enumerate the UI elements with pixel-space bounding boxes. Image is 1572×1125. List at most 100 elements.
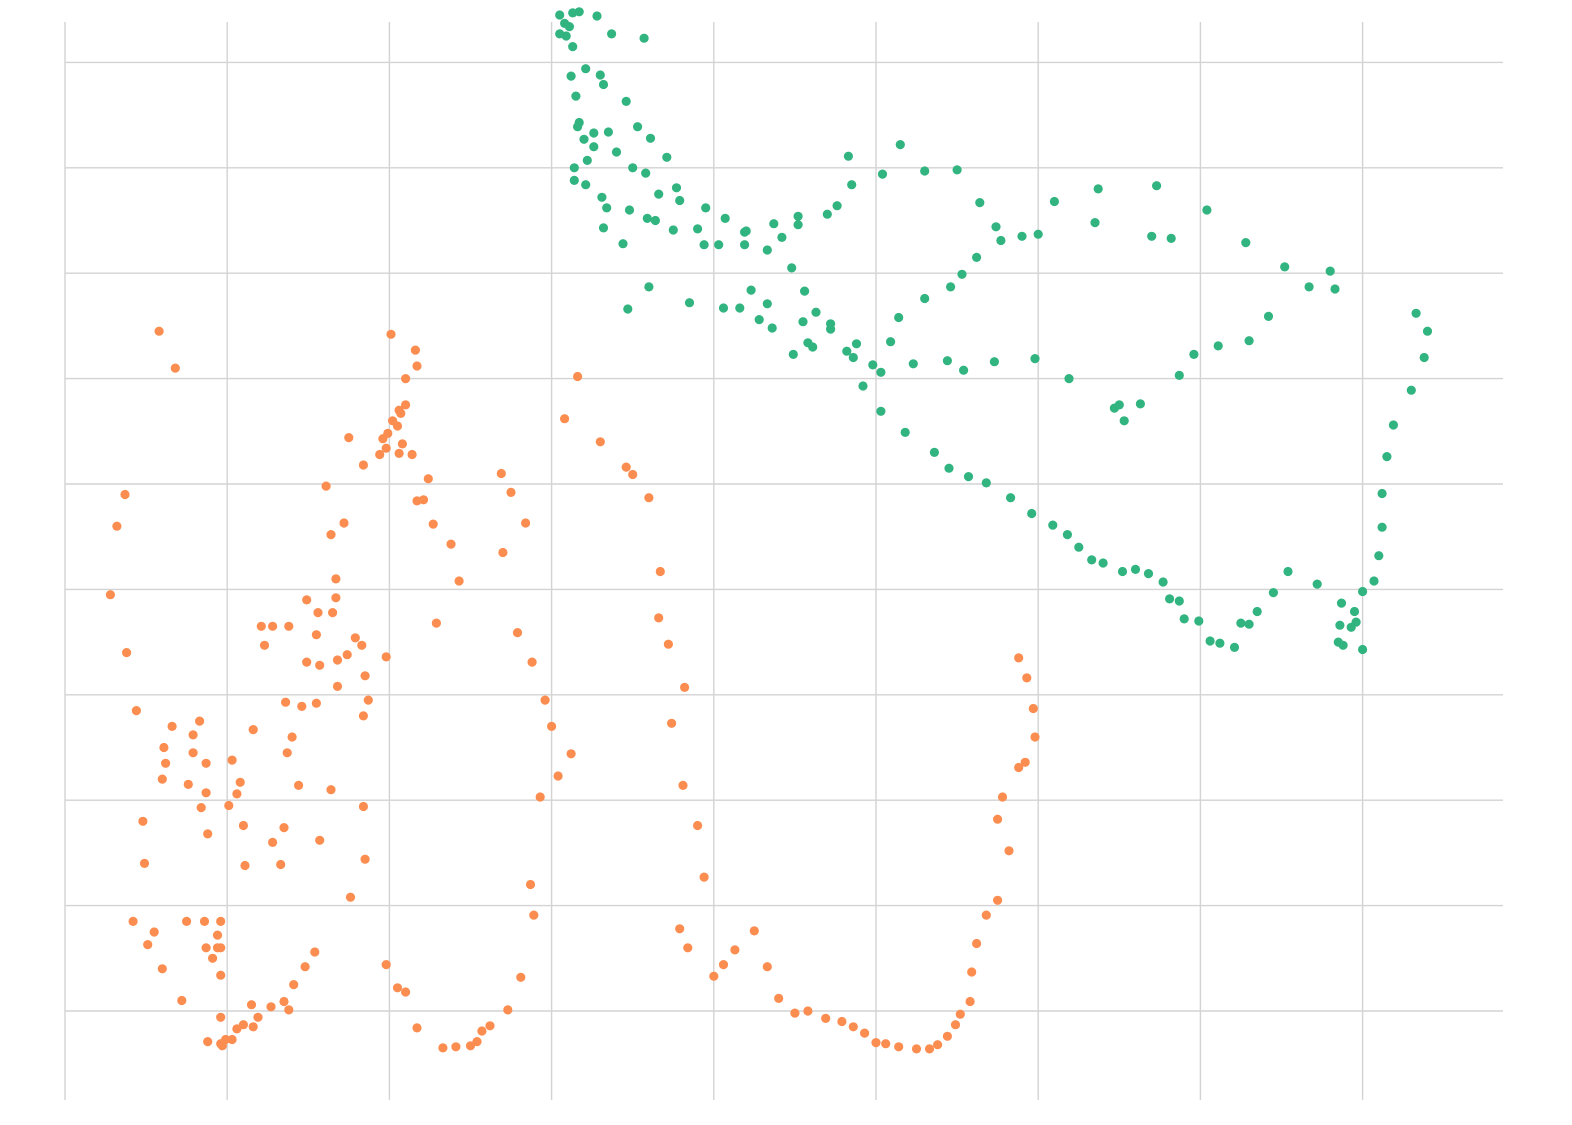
data-point: [199, 916, 210, 927]
data-point: [221, 1034, 231, 1045]
data-point: [339, 518, 349, 528]
data-point: [363, 695, 373, 705]
data-point: [675, 924, 685, 934]
data-point: [188, 730, 198, 740]
data-point: [1020, 757, 1030, 767]
data-point: [832, 201, 842, 211]
data-point: [1377, 522, 1387, 532]
data-point: [276, 859, 286, 870]
data-point: [1087, 555, 1097, 565]
data-point: [1030, 354, 1040, 364]
data-point: [1358, 586, 1368, 597]
data-point: [798, 317, 808, 327]
data-point: [294, 780, 304, 791]
data-point: [143, 940, 153, 950]
data-point: [1049, 196, 1059, 207]
data-point: [1119, 416, 1129, 426]
data-point: [709, 971, 719, 981]
data-point: [803, 1006, 813, 1016]
data-point: [401, 400, 411, 410]
data-point: [1330, 284, 1340, 294]
data-point: [139, 858, 150, 869]
data-point: [201, 788, 211, 798]
data-point: [472, 1037, 482, 1047]
data-point: [767, 323, 777, 333]
data-point: [1130, 564, 1141, 575]
data-point: [868, 360, 878, 370]
data-point: [342, 650, 352, 660]
data-point: [571, 91, 581, 101]
data-point: [952, 165, 962, 175]
data-point: [358, 801, 368, 812]
data-point: [655, 566, 665, 577]
data-point: [1419, 352, 1429, 363]
data-point: [693, 820, 703, 831]
data-point: [573, 371, 583, 382]
data-point: [407, 449, 417, 460]
data-point: [1280, 262, 1290, 272]
data-point: [506, 487, 516, 497]
data-point: [754, 315, 764, 325]
data-point: [1048, 520, 1058, 530]
data-point: [238, 820, 248, 831]
data-point: [993, 814, 1003, 824]
data-point: [122, 648, 132, 658]
data-point: [446, 539, 456, 549]
data-point: [154, 326, 164, 336]
data-point: [611, 147, 622, 157]
data-point: [1189, 349, 1199, 359]
data-point: [345, 892, 356, 902]
data-point: [957, 269, 967, 279]
data-point: [498, 547, 508, 558]
data-point: [654, 189, 664, 199]
data-point: [644, 282, 654, 292]
data-point: [569, 175, 579, 185]
data-point: [300, 962, 310, 972]
data-point: [837, 1016, 847, 1027]
data-point: [955, 1009, 965, 1019]
data-point: [331, 593, 341, 603]
data-point: [248, 725, 258, 735]
data-point: [1202, 205, 1212, 215]
data-point: [331, 574, 341, 584]
data-point: [1014, 653, 1024, 663]
data-point: [182, 916, 192, 927]
data-point: [227, 1034, 237, 1045]
data-point: [675, 195, 685, 206]
data-point: [1165, 594, 1175, 604]
data-point: [553, 771, 563, 781]
data-point: [297, 701, 307, 712]
data-point: [1377, 488, 1387, 499]
data-point: [386, 329, 396, 339]
data-point: [1004, 846, 1014, 856]
data-point: [981, 910, 991, 920]
data-point: [516, 972, 526, 982]
data-point: [281, 697, 291, 707]
data-point: [358, 711, 368, 721]
data-point: [1147, 231, 1157, 241]
data-point: [1174, 370, 1184, 380]
data-point: [720, 213, 730, 223]
data-point: [790, 1008, 800, 1018]
data-point: [1215, 638, 1225, 648]
data-point: [847, 180, 857, 190]
data-point: [235, 777, 245, 787]
data-point: [924, 1044, 935, 1054]
data-point: [1074, 542, 1084, 552]
data-point: [224, 800, 234, 811]
data-point: [624, 205, 635, 215]
data-point: [1205, 636, 1215, 646]
data-point: [597, 192, 607, 202]
grid: [64, 22, 1503, 1100]
data-point: [201, 943, 211, 953]
data-point: [1422, 326, 1433, 336]
data-point: [560, 414, 570, 424]
data-point: [972, 252, 982, 262]
data-point: [908, 359, 918, 369]
data-point: [360, 671, 370, 681]
data-point: [579, 134, 589, 144]
data-point: [1335, 620, 1345, 630]
data-point: [860, 1028, 870, 1038]
data-point: [718, 960, 729, 970]
data-point: [547, 721, 557, 732]
